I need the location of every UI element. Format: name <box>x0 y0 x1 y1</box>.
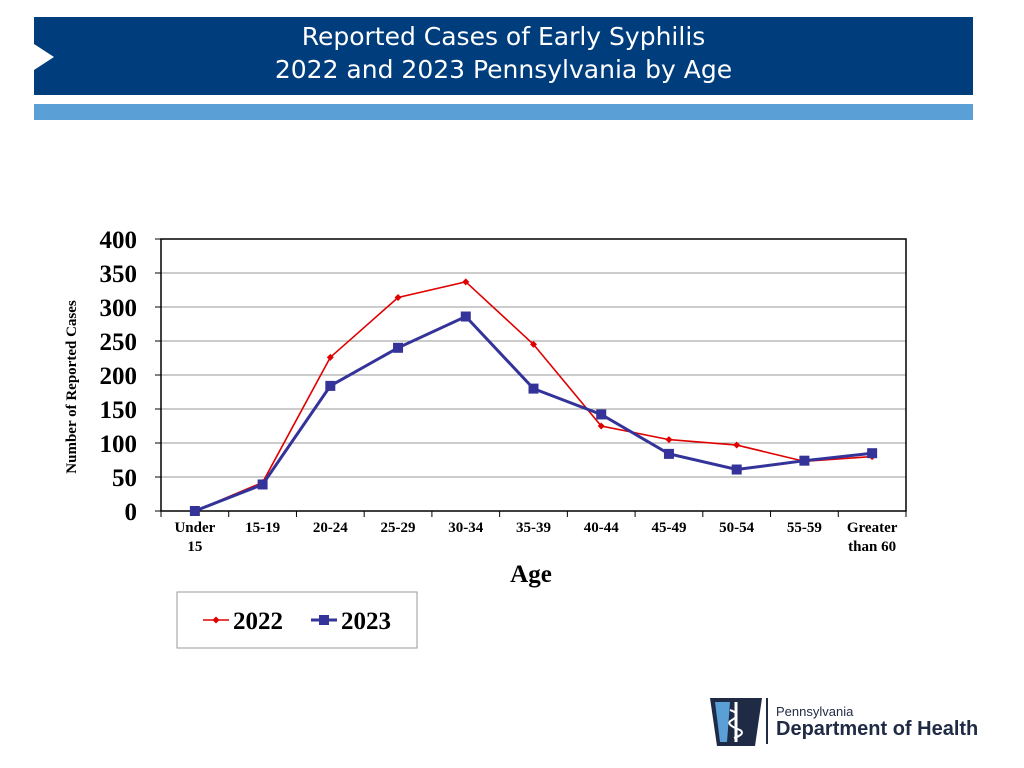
x-tick-label: 50-54 <box>719 520 754 536</box>
logo-department-name: Department of Health <box>776 718 979 740</box>
data-point-2023 <box>189 506 200 516</box>
data-point-2022 <box>530 340 537 348</box>
data-point-2022 <box>597 422 605 430</box>
x-tick-label: 15 <box>187 539 202 555</box>
page-title: Reported Cases of Early Syphilis 2022 an… <box>34 20 973 86</box>
x-tick-label: Greater <box>847 520 898 536</box>
x-tick-label: 45-49 <box>651 520 686 536</box>
x-tick-label: 40-44 <box>584 520 619 536</box>
data-point-2023 <box>257 479 268 490</box>
data-point-2023 <box>731 464 742 475</box>
x-tick-label: 35-39 <box>516 520 551 536</box>
legend-marker-2023 <box>319 615 329 625</box>
title-line-2: 2022 and 2023 Pennsylvania by Age <box>274 55 733 84</box>
data-point-2023 <box>528 383 539 394</box>
x-tick-label: than 60 <box>848 539 896 555</box>
y-tick-label: 0 <box>125 499 138 526</box>
x-tick-label: 55-59 <box>787 520 822 536</box>
data-point-2023 <box>663 448 674 459</box>
x-tick-label: Under <box>174 520 215 536</box>
x-tick-label: 15-19 <box>245 520 280 536</box>
x-axis-title: Age <box>510 561 552 588</box>
header-stripe <box>34 104 973 120</box>
data-point-2023 <box>799 455 810 466</box>
data-point-2022 <box>326 353 334 361</box>
x-tick-label: 30-34 <box>448 520 483 536</box>
data-point-2022 <box>733 441 741 449</box>
data-point-2023 <box>867 448 878 459</box>
legend-label-2022: 2022 <box>233 608 283 635</box>
arrow-icon <box>34 44 54 70</box>
data-point-2022 <box>394 293 402 301</box>
legend-marker-2022 <box>212 616 220 624</box>
data-point-2023 <box>596 409 607 420</box>
y-tick-label: 150 <box>100 397 138 424</box>
y-tick-label: 250 <box>100 329 138 356</box>
plot-area <box>160 238 907 512</box>
header-banner <box>34 17 973 95</box>
legend-label-2023: 2023 <box>341 608 391 635</box>
department-logo: Pennsylvania Department of Health <box>708 694 978 750</box>
title-line-1: Reported Cases of Early Syphilis <box>301 22 706 51</box>
y-tick-label: 200 <box>100 363 138 390</box>
data-point-2023 <box>325 380 336 391</box>
data-point-2022 <box>462 278 470 286</box>
y-tick-label: 350 <box>100 261 138 288</box>
data-point-2023 <box>393 342 404 353</box>
y-tick-label: 100 <box>100 431 138 458</box>
x-tick-label: 20-24 <box>313 520 348 536</box>
logo-state-name: Pennsylvania <box>776 704 854 719</box>
y-axis-title: Number of Reported Cases <box>64 300 80 474</box>
data-point-2023 <box>460 311 471 322</box>
y-tick-label: 50 <box>112 465 137 492</box>
data-point-2022 <box>665 436 673 444</box>
y-tick-label: 300 <box>100 295 138 322</box>
y-tick-label: 400 <box>100 227 138 254</box>
keystone-logo-icon <box>710 698 762 746</box>
x-tick-label: 25-29 <box>381 520 416 536</box>
logo-divider <box>766 698 768 744</box>
